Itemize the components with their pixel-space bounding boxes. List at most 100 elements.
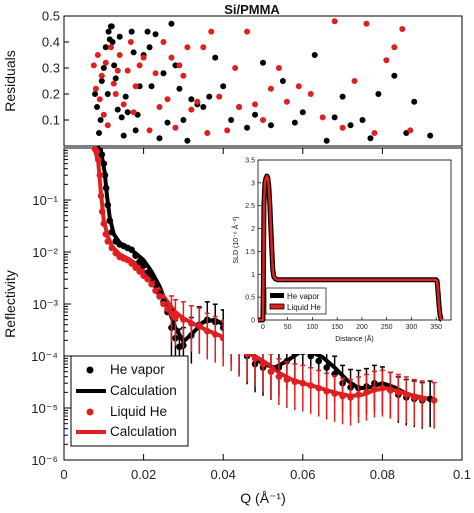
residual-point [128,28,135,35]
residuals-panel: 0.1 0.2 0.3 0.4 0.5 Residuals [2,9,463,147]
inset-x-tick-label: 300 [406,324,418,331]
residual-point [132,83,139,90]
residual-point [146,127,153,134]
inset-legend-box [265,287,327,315]
y-tick-label: 10⁻² [32,245,58,260]
residual-point [200,104,207,110]
legend-marker [86,366,94,374]
residual-point [102,59,109,66]
y-tick-label: 10⁻¹ [32,193,58,208]
inset-x-tick-label: 150 [331,324,343,331]
data-point [307,352,315,360]
residuals-y-tick-label: 0.1 [42,113,60,128]
residual-point [96,130,103,136]
x-tick-label: 0.04 [211,467,236,482]
data-point [402,391,410,399]
residual-point [130,49,137,56]
residual-point [116,52,123,58]
residual-point [124,109,131,116]
data-point [148,280,155,288]
residual-point [283,98,290,105]
residual-point [307,91,314,97]
residual-point [127,39,134,45]
data-point [211,331,219,338]
residuals-frame [63,15,463,147]
residual-point [130,109,137,116]
data-point [251,355,259,362]
inset-y-tick-label: 3 [251,180,255,187]
data-point [104,201,112,209]
residual-point [339,93,346,100]
inset-y-tick-label: 2.5 [245,203,255,210]
residual-point [136,62,143,69]
x-tick-label: 0 [60,467,67,482]
data-point [315,357,323,365]
residual-point [164,96,171,103]
residual-point [94,104,101,110]
inset-x-tick-label: 50 [284,324,292,331]
residual-point [291,119,298,126]
data-point [196,322,203,330]
data-point [102,184,110,192]
data-point [152,287,159,295]
residual-point [331,114,338,121]
y-axis-label: Reflectivity [2,270,18,338]
inset-x-tick-label: 200 [356,324,368,331]
residuals-y-axis-label: Residuals [2,50,18,111]
data-point [100,160,108,167]
residual-point [160,70,167,77]
y-tick-label: 10⁻⁶ [31,453,58,468]
residual-point [188,96,195,103]
data-point [180,316,187,323]
residual-point [244,124,251,131]
inset-y-tick-label: 0.5 [245,295,255,302]
x-tick-label: 0.06 [290,467,315,482]
residual-point [204,130,211,136]
data-point [339,392,346,400]
residual-point [339,124,346,131]
data-point [98,151,106,158]
residual-point [267,122,274,129]
residual-point [407,127,414,134]
residual-point [140,54,147,61]
data-point [387,386,394,394]
residual-point [184,137,191,144]
residual-point [104,122,111,129]
residual-point [104,91,111,97]
residual-point [90,62,97,69]
x-axis-label: Q (Å⁻¹) [240,490,286,506]
residual-point [152,70,159,77]
data-point [430,397,438,404]
residual-point [427,132,434,139]
residual-point [399,26,406,32]
residual-point [180,117,187,123]
data-point [128,260,135,267]
residual-point [120,132,127,139]
residual-point [146,44,153,51]
legend-label: Liquid He [110,404,167,419]
residual-point [383,57,390,64]
data-point [291,378,299,386]
legend-label: He vapor [110,362,165,377]
inset-legend-swatch [269,303,285,310]
residual-point [98,78,105,84]
data-point [395,389,402,396]
data-point [371,385,378,393]
residual-point [152,31,159,38]
legend-marker [86,408,94,416]
residual-point [114,106,121,113]
inset-x-tick-label: 350 [430,324,442,331]
data-point [164,305,171,313]
residual-point [275,65,282,71]
residual-point [176,85,183,92]
residual-point [148,83,155,90]
legend-label: Calculation [110,383,177,398]
data-point [94,156,102,163]
y-tick-label: 10⁻³ [32,297,58,312]
data-point [283,376,291,384]
data-point [136,268,143,275]
residual-point [172,124,179,131]
residual-point [112,75,119,82]
residual-point [252,111,259,118]
residual-point [371,130,378,136]
